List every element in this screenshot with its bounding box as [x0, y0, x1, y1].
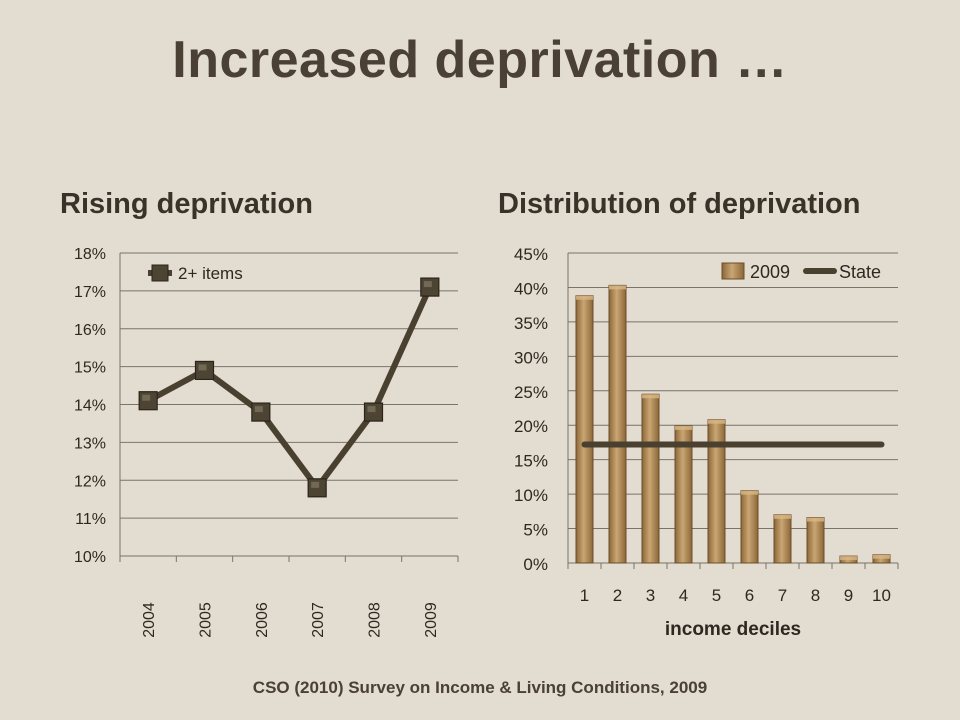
- data-point-highlight: [254, 406, 263, 413]
- bar-chart: 0% 5% 10% 15% 20% 25% 30% 35% 40% 45% 1 2 3 4 5 6 7 8 9 10 i…: [514, 245, 899, 640]
- legend-label: State: [839, 262, 881, 282]
- bar-top-bevel: [741, 490, 758, 495]
- x-tick-label: 10: [872, 586, 891, 605]
- y-tick-label: 35%: [514, 314, 548, 333]
- legend-label: 2+ items: [178, 264, 243, 283]
- x-tick-label: 2008: [367, 602, 384, 638]
- y-tick-label: 13%: [74, 435, 106, 452]
- y-tick-label: 17%: [74, 284, 106, 301]
- legend-bar-swatch: [721, 262, 745, 280]
- y-tick-label: 18%: [74, 246, 106, 263]
- x-tick-label: 2006: [254, 602, 271, 638]
- bar: [707, 419, 726, 564]
- data-point-highlight: [311, 481, 320, 488]
- bar-top-bevel: [708, 419, 725, 424]
- chart-title-distribution: Distribution of deprivation: [498, 188, 861, 220]
- bar-top-bevel: [675, 425, 692, 430]
- x-tick-label: 3: [646, 586, 655, 605]
- chart-title-rising-deprivation: Rising deprivation: [60, 188, 313, 220]
- x-tick-label: 8: [811, 586, 820, 605]
- data-point-highlight: [142, 394, 151, 401]
- legend-label: 2009: [750, 262, 790, 282]
- y-tick-label: 5%: [523, 521, 548, 540]
- bar: [740, 490, 759, 564]
- x-tick-label: 2009: [423, 602, 440, 638]
- x-tick-label: 2004: [141, 602, 158, 638]
- x-tick-label: 2: [613, 586, 622, 605]
- bar: [773, 514, 792, 564]
- x-axis-label: income deciles: [665, 619, 801, 640]
- bar: [641, 393, 660, 564]
- x-tick-label: 2005: [198, 602, 215, 638]
- x-tick-label: 1: [580, 586, 589, 605]
- data-point-highlight: [367, 406, 376, 413]
- y-tick-label: 16%: [74, 322, 106, 339]
- y-tick-label: 10%: [74, 549, 106, 566]
- x-tick-label: 9: [844, 586, 853, 605]
- bar-top-bevel: [807, 517, 824, 522]
- line-chart: 10% 11% 12% 13% 14% 15% 16% 17% 18% 2004 2005 2006 2…: [74, 246, 459, 638]
- bar-top-bevel: [609, 285, 626, 290]
- y-tick-label: 11%: [75, 511, 106, 528]
- bar-top-bevel: [642, 394, 659, 399]
- bar-top-bevel: [873, 554, 890, 559]
- y-tick-label: 25%: [514, 383, 548, 402]
- y-tick-label: 15%: [74, 360, 106, 377]
- y-tick-label: 20%: [514, 417, 548, 436]
- y-tick-label: 10%: [514, 486, 548, 505]
- bar: [806, 517, 825, 564]
- y-tick-label: 40%: [514, 279, 548, 298]
- y-tick-label: 45%: [514, 245, 548, 264]
- data-point-highlight: [198, 364, 207, 371]
- x-tick-label: 4: [679, 586, 688, 605]
- bar-top-bevel: [774, 514, 791, 519]
- legend-marker-swatch: [151, 264, 169, 282]
- y-tick-label: 12%: [74, 473, 106, 490]
- slide-title: Increased deprivation …: [172, 31, 788, 89]
- source-citation: CSO (2010) Survey on Income & Living Con…: [252, 678, 708, 697]
- bar-top-bevel: [576, 295, 593, 300]
- y-tick-label: 0%: [523, 555, 548, 574]
- y-tick-label: 30%: [514, 348, 548, 367]
- y-tick-label: 14%: [74, 398, 106, 415]
- data-point-highlight: [423, 281, 432, 288]
- x-tick-label: 5: [712, 586, 721, 605]
- bar-top-bevel: [840, 556, 857, 561]
- x-tick-label: 6: [745, 586, 754, 605]
- x-tick-label: 7: [778, 586, 787, 605]
- bar: [608, 284, 627, 564]
- bar: [575, 295, 594, 564]
- x-tick-label: 2007: [310, 602, 327, 638]
- y-tick-label: 15%: [514, 452, 548, 471]
